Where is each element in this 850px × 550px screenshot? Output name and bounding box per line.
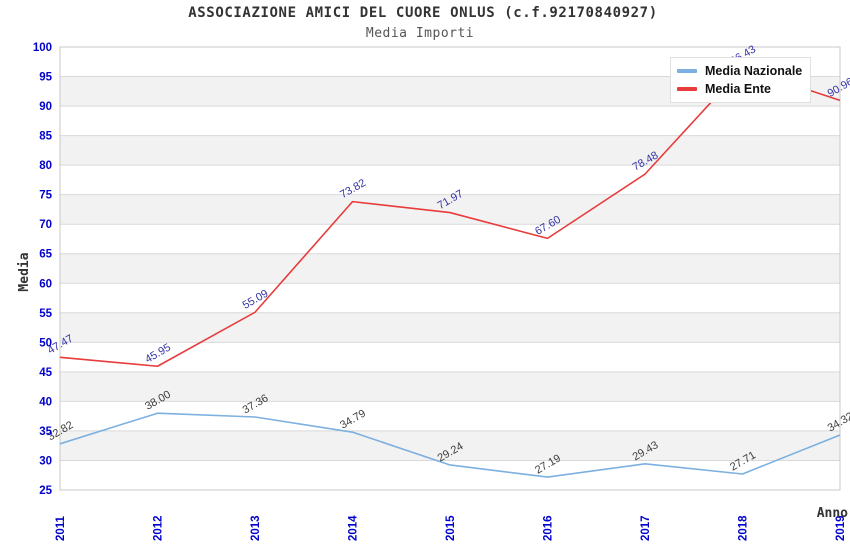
y-tick-label: 50 <box>39 337 52 349</box>
y-tick-label: 70 <box>39 219 52 231</box>
y-tick-label: 85 <box>39 131 52 143</box>
y-tick-label: 40 <box>39 396 52 408</box>
legend-item-media-nazionale[interactable]: Media Nazionale <box>677 64 804 78</box>
plot-band <box>60 371 840 402</box>
chart-title: ASSOCIAZIONE AMICI DEL CUORE ONLUS (c.f.… <box>188 5 658 21</box>
plot-band <box>60 342 840 372</box>
plot-band <box>60 224 840 254</box>
y-tick-label: 55 <box>39 308 52 320</box>
legend-label-media-nazionale: Media Nazionale <box>705 64 803 78</box>
legend-label-media-ente: Media Ente <box>705 82 771 96</box>
x-tick-label: 2018 <box>738 515 750 541</box>
legend-item-media-ente[interactable]: Media Ente <box>677 82 804 96</box>
y-axis-title: Media <box>17 252 32 291</box>
plot-band <box>60 165 840 195</box>
plot-band <box>60 106 840 136</box>
plot-band <box>60 430 840 461</box>
plot-band <box>60 194 840 225</box>
x-tick-label: 2014 <box>348 515 360 541</box>
x-tick-label: 2015 <box>445 515 457 541</box>
plot-border <box>59 46 841 491</box>
plot-band <box>60 253 840 284</box>
plot-band <box>60 135 840 166</box>
legend-line-swatch-red-icon <box>677 87 697 91</box>
y-tick-label: 95 <box>39 72 52 84</box>
y-tick-label: 25 <box>39 485 52 497</box>
plot-band <box>60 401 840 431</box>
y-tick-label: 100 <box>33 42 52 54</box>
y-tick-label: 60 <box>39 278 52 290</box>
x-axis-title: Anno <box>817 506 848 521</box>
x-tick-label: 2012 <box>153 515 165 541</box>
chart-subtitle: Media Importi <box>365 26 475 41</box>
y-tick-label: 75 <box>39 190 52 202</box>
plot-band <box>60 312 840 343</box>
x-tick-label: 2013 <box>250 515 262 541</box>
y-tick-label: 45 <box>39 367 52 379</box>
legend-line-swatch-blue-icon <box>677 69 697 73</box>
y-tick-label: 80 <box>39 160 52 172</box>
y-tick-label: 65 <box>39 249 52 261</box>
series-line-media-ente <box>59 67 841 368</box>
x-tick-label: 2017 <box>640 515 652 541</box>
y-tick-label: 90 <box>39 101 52 113</box>
legend: Media Nazionale Media Ente <box>670 57 811 103</box>
y-tick-label: 35 <box>39 426 52 438</box>
y-tick-label: 30 <box>39 455 52 467</box>
plot-band <box>60 283 840 313</box>
series-line-media-nazionale <box>59 412 841 478</box>
x-tick-label: 2019 <box>835 515 847 541</box>
x-tick-label: 2016 <box>543 515 555 541</box>
x-tick-label: 2011 <box>55 515 67 541</box>
